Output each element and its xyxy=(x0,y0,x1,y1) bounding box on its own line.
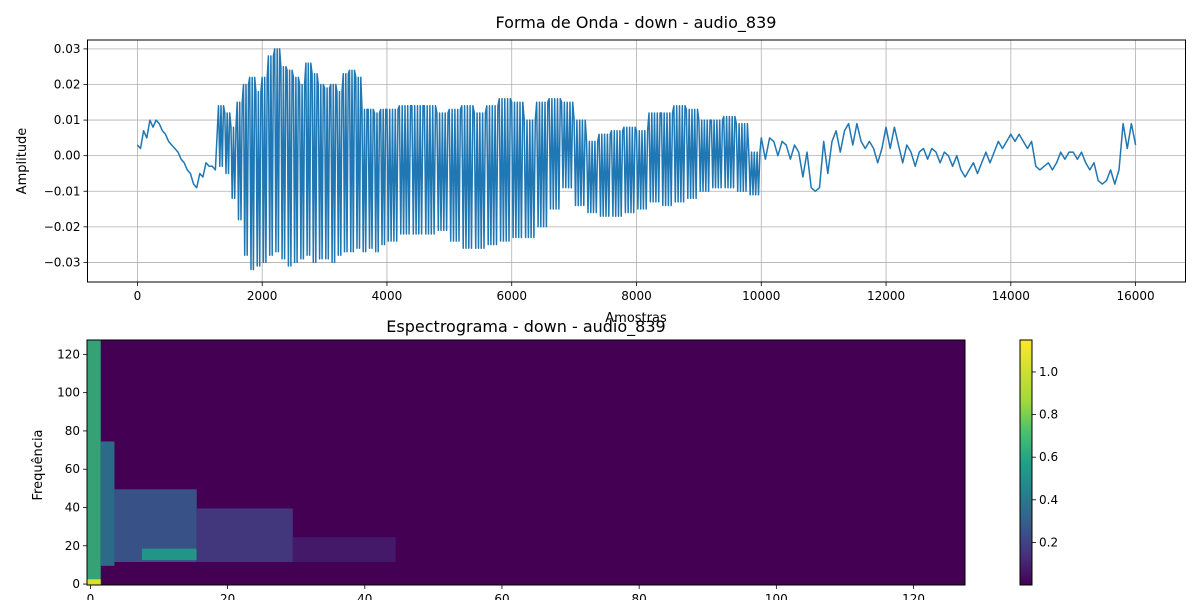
spectrogram-y-tick-label: 20 xyxy=(65,539,80,553)
spectrogram-x-tick-label: 120 xyxy=(902,592,925,600)
spectrogram-x-tick-label: 40 xyxy=(357,592,372,600)
spectrogram-region xyxy=(196,508,293,563)
spectrogram-axes-frame xyxy=(86,339,966,586)
waveform-x-tick-label: 14000 xyxy=(992,289,1030,303)
spectrogram-y-tick-label: 0 xyxy=(72,577,80,591)
spectrogram-y-axis-label: Frequência xyxy=(31,429,46,500)
waveform-x-tick-label: 12000 xyxy=(867,289,905,303)
waveform-x-tick-label: 6000 xyxy=(496,289,527,303)
waveform-y-tick-label: −0.01 xyxy=(44,184,81,198)
waveform-series-line xyxy=(136,48,1137,271)
spectrogram-y-tick-label: 60 xyxy=(65,462,80,476)
waveform-x-tick-label: 16000 xyxy=(1116,289,1154,303)
spectrogram-cells xyxy=(87,340,396,585)
waveform-y-tick-label: −0.03 xyxy=(44,255,81,269)
spectrogram-title: Espectrograma - down - audio_839 xyxy=(386,317,665,337)
waveform-axes-frame xyxy=(87,39,1186,283)
colorbar-tick-label: 0.6 xyxy=(1039,450,1058,464)
spectrogram-region xyxy=(87,340,101,585)
waveform-y-tick-label: 0.03 xyxy=(54,42,81,56)
spectrogram-y-tick-label: 100 xyxy=(57,386,80,400)
colorbar: 0.2 0.4 0.6 0.8 1.0 xyxy=(1019,339,1058,586)
spectrogram-y-ticks: 0 20 40 60 80 100 120 xyxy=(57,347,87,591)
spectrogram-y-tick-label: 120 xyxy=(57,347,80,361)
spectrogram-chart: Espectrograma - down - audio_839 0 20 40 60… xyxy=(31,317,1058,600)
waveform-chart: Forma de Onda - down - audio_839 0 2000 40… xyxy=(15,13,1186,326)
spectrogram-x-tick-label: 100 xyxy=(765,592,788,600)
waveform-x-tick-label: 10000 xyxy=(742,289,780,303)
waveform-line xyxy=(136,48,1137,271)
spectrogram-x-tick-label: 0 xyxy=(87,592,95,600)
spectrogram-x-tick-label: 80 xyxy=(632,592,647,600)
waveform-y-tick-label: 0.02 xyxy=(54,77,81,91)
spectrogram-y-tick-label: 80 xyxy=(65,424,80,438)
colorbar-tick-label: 0.2 xyxy=(1039,535,1058,549)
spectrogram-region xyxy=(87,579,101,585)
waveform-x-tick-label: 4000 xyxy=(372,289,403,303)
spectrogram-region xyxy=(100,441,115,566)
spectrogram-region xyxy=(141,548,197,561)
waveform-x-axis-label: Amostras xyxy=(605,311,667,326)
spectrogram-x-ticks: 0 20 40 60 80 100 120 xyxy=(87,585,925,600)
spectrogram-region xyxy=(292,537,396,563)
waveform-x-ticks: 0 2000 4000 6000 8000 10000 12000 14000 16000 xyxy=(134,282,1155,303)
spectrogram-y-tick-label: 40 xyxy=(65,500,80,514)
colorbar-tick-label: 0.4 xyxy=(1039,493,1058,507)
colorbar-tick-label: 0.8 xyxy=(1039,408,1058,422)
waveform-title: Forma de Onda - down - audio_839 xyxy=(496,13,777,33)
waveform-x-tick-label: 2000 xyxy=(247,289,278,303)
spectrogram-x-tick-label: 20 xyxy=(220,592,235,600)
colorbar-ticks: 0.2 0.4 0.6 0.8 1.0 xyxy=(1032,365,1058,549)
waveform-y-tick-label: 0.01 xyxy=(54,113,81,127)
waveform-x-tick-label: 8000 xyxy=(621,289,652,303)
waveform-x-tick-label: 0 xyxy=(134,289,142,303)
waveform-y-ticks: −0.03 −0.02 −0.01 0.00 0.01 0.02 0.03 xyxy=(44,42,88,269)
waveform-y-tick-label: 0.00 xyxy=(54,149,81,163)
colorbar-gradient xyxy=(1019,339,1033,586)
colorbar-tick-label: 1.0 xyxy=(1039,365,1058,379)
waveform-grid xyxy=(87,40,1186,282)
spectrogram-x-tick-label: 60 xyxy=(494,592,509,600)
waveform-y-tick-label: −0.02 xyxy=(44,220,81,234)
waveform-y-axis-label: Amplitude xyxy=(15,128,30,195)
